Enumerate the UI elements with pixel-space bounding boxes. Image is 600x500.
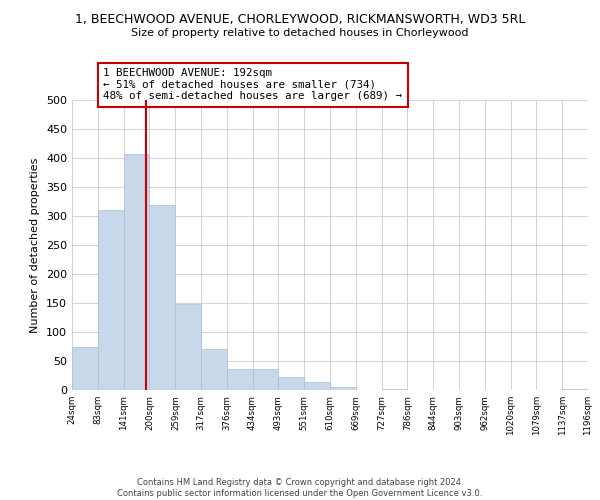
Text: 1 BEECHWOOD AVENUE: 192sqm
← 51% of detached houses are smaller (734)
48% of sem: 1 BEECHWOOD AVENUE: 192sqm ← 51% of deta… [103, 68, 402, 101]
Bar [124, 154, 149, 390]
Bar [175, 304, 201, 390]
Bar [278, 377, 304, 390]
Text: 1, BEECHWOOD AVENUE, CHORLEYWOOD, RICKMANSWORTH, WD3 5RL: 1, BEECHWOOD AVENUE, CHORLEYWOOD, RICKMA… [75, 12, 525, 26]
Bar [562, 389, 588, 390]
Y-axis label: Number of detached properties: Number of detached properties [31, 158, 40, 332]
Bar [253, 369, 278, 390]
Text: Size of property relative to detached houses in Chorleywood: Size of property relative to detached ho… [131, 28, 469, 38]
Bar [304, 382, 330, 390]
Bar [201, 350, 227, 390]
Bar [98, 210, 124, 390]
Text: Contains HM Land Registry data © Crown copyright and database right 2024.
Contai: Contains HM Land Registry data © Crown c… [118, 478, 482, 498]
Bar [227, 368, 253, 390]
Bar [72, 346, 98, 390]
Bar [149, 205, 175, 390]
Bar [330, 386, 356, 390]
